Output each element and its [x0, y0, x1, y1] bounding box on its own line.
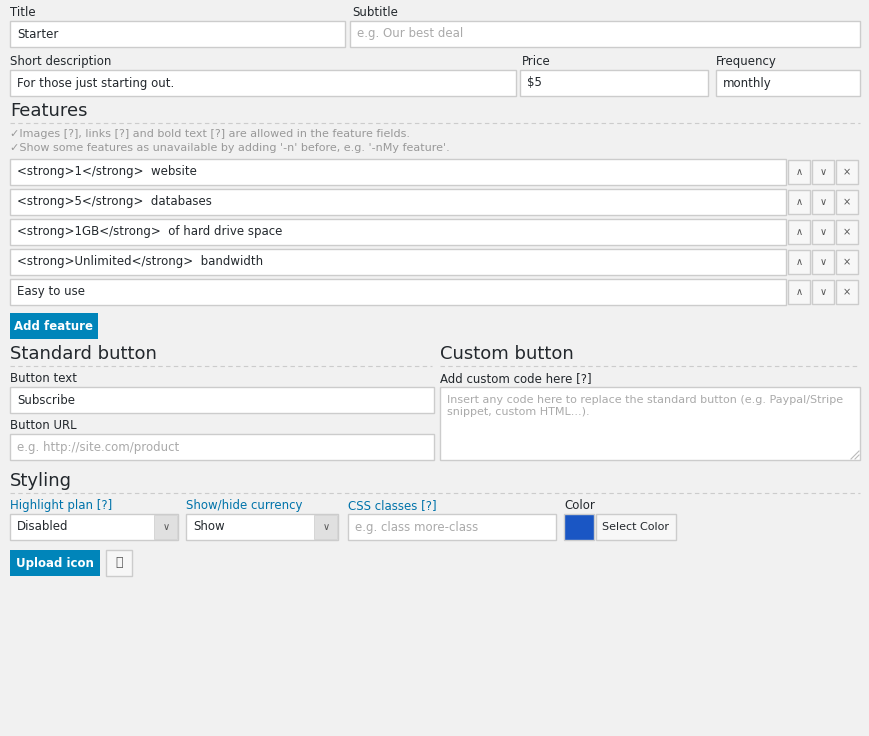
- FancyBboxPatch shape: [835, 280, 857, 304]
- FancyBboxPatch shape: [835, 220, 857, 244]
- Text: Styling: Styling: [10, 472, 72, 490]
- FancyBboxPatch shape: [10, 313, 98, 339]
- Text: Insert any code here to replace the standard button (e.g. Paypal/Stripe: Insert any code here to replace the stan…: [447, 395, 842, 405]
- FancyBboxPatch shape: [520, 70, 707, 96]
- Text: <strong>1GB</strong>  of hard drive space: <strong>1GB</strong> of hard drive space: [17, 225, 282, 238]
- Text: Button text: Button text: [10, 372, 77, 385]
- FancyBboxPatch shape: [10, 21, 345, 47]
- Text: <strong>1</strong>  website: <strong>1</strong> website: [17, 166, 196, 179]
- FancyBboxPatch shape: [835, 160, 857, 184]
- FancyBboxPatch shape: [811, 160, 833, 184]
- Text: ×: ×: [842, 227, 850, 237]
- FancyBboxPatch shape: [563, 514, 594, 540]
- FancyBboxPatch shape: [787, 160, 809, 184]
- FancyBboxPatch shape: [787, 250, 809, 274]
- FancyBboxPatch shape: [440, 387, 859, 460]
- Text: ∨: ∨: [819, 287, 826, 297]
- Text: Features: Features: [10, 102, 88, 120]
- Text: Subtitle: Subtitle: [352, 6, 397, 19]
- Text: ∧: ∧: [794, 197, 801, 207]
- FancyBboxPatch shape: [811, 190, 833, 214]
- FancyBboxPatch shape: [10, 434, 434, 460]
- Text: ×: ×: [842, 167, 850, 177]
- Text: Add custom code here [?]: Add custom code here [?]: [440, 372, 591, 385]
- Text: Highlight plan [?]: Highlight plan [?]: [10, 499, 112, 512]
- Text: Easy to use: Easy to use: [17, 286, 85, 299]
- Text: Upload icon: Upload icon: [16, 556, 94, 570]
- Text: Price: Price: [521, 55, 550, 68]
- Text: Color: Color: [563, 499, 594, 512]
- FancyBboxPatch shape: [787, 220, 809, 244]
- FancyBboxPatch shape: [811, 250, 833, 274]
- FancyBboxPatch shape: [835, 190, 857, 214]
- FancyBboxPatch shape: [10, 387, 434, 413]
- FancyBboxPatch shape: [811, 280, 833, 304]
- Text: CSS classes [?]: CSS classes [?]: [348, 499, 436, 512]
- Text: Show/hide currency: Show/hide currency: [186, 499, 302, 512]
- FancyBboxPatch shape: [10, 219, 785, 245]
- Text: Subscribe: Subscribe: [17, 394, 75, 406]
- Text: Button URL: Button URL: [10, 419, 76, 432]
- Text: ✓Show some features as unavailable by adding '-n' before, e.g. '-nMy feature'.: ✓Show some features as unavailable by ad…: [10, 143, 449, 153]
- Text: <strong>5</strong>  databases: <strong>5</strong> databases: [17, 196, 212, 208]
- Text: ∨: ∨: [819, 257, 826, 267]
- FancyBboxPatch shape: [349, 21, 859, 47]
- FancyBboxPatch shape: [10, 189, 785, 215]
- Text: Title: Title: [10, 6, 36, 19]
- FancyBboxPatch shape: [787, 280, 809, 304]
- Text: snippet, custom HTML...).: snippet, custom HTML...).: [447, 407, 589, 417]
- Text: Frequency: Frequency: [715, 55, 776, 68]
- Text: ∨: ∨: [819, 197, 826, 207]
- FancyBboxPatch shape: [10, 279, 785, 305]
- Text: Custom button: Custom button: [440, 345, 573, 363]
- FancyBboxPatch shape: [10, 159, 785, 185]
- Text: Standard button: Standard button: [10, 345, 156, 363]
- Text: ∧: ∧: [794, 167, 801, 177]
- Text: ×: ×: [842, 257, 850, 267]
- FancyBboxPatch shape: [106, 550, 132, 576]
- FancyBboxPatch shape: [314, 515, 336, 539]
- Text: e.g. class more-class: e.g. class more-class: [355, 520, 478, 534]
- Text: e.g. Our best deal: e.g. Our best deal: [356, 27, 462, 40]
- FancyBboxPatch shape: [10, 249, 785, 275]
- Text: ∨: ∨: [819, 167, 826, 177]
- Text: ∧: ∧: [794, 227, 801, 237]
- Text: <strong>Unlimited</strong>  bandwidth: <strong>Unlimited</strong> bandwidth: [17, 255, 262, 269]
- Text: Short description: Short description: [10, 55, 111, 68]
- FancyBboxPatch shape: [715, 70, 859, 96]
- FancyBboxPatch shape: [787, 190, 809, 214]
- Text: ×: ×: [842, 197, 850, 207]
- FancyBboxPatch shape: [811, 220, 833, 244]
- FancyBboxPatch shape: [835, 250, 857, 274]
- Text: ✓Images [?], links [?] and bold text [?] are allowed in the feature fields.: ✓Images [?], links [?] and bold text [?]…: [10, 129, 409, 139]
- Text: Add feature: Add feature: [15, 319, 93, 333]
- Text: ∧: ∧: [794, 257, 801, 267]
- FancyBboxPatch shape: [10, 70, 515, 96]
- Text: ×: ×: [842, 287, 850, 297]
- Text: e.g. http://site.com/product: e.g. http://site.com/product: [17, 441, 179, 453]
- FancyBboxPatch shape: [154, 515, 176, 539]
- Text: Disabled: Disabled: [17, 520, 69, 534]
- FancyBboxPatch shape: [595, 514, 675, 540]
- Text: Show: Show: [193, 520, 224, 534]
- Text: ∧: ∧: [794, 287, 801, 297]
- Text: ∨: ∨: [163, 522, 169, 532]
- Text: $5: $5: [527, 77, 541, 90]
- Text: For those just starting out.: For those just starting out.: [17, 77, 174, 90]
- FancyBboxPatch shape: [10, 550, 100, 576]
- Text: monthly: monthly: [722, 77, 771, 90]
- Text: 🗑: 🗑: [115, 556, 123, 570]
- Text: ∨: ∨: [819, 227, 826, 237]
- Text: Select Color: Select Color: [602, 522, 669, 532]
- Text: Starter: Starter: [17, 27, 58, 40]
- FancyBboxPatch shape: [186, 514, 338, 540]
- FancyBboxPatch shape: [348, 514, 555, 540]
- Text: ∨: ∨: [322, 522, 329, 532]
- FancyBboxPatch shape: [10, 514, 178, 540]
